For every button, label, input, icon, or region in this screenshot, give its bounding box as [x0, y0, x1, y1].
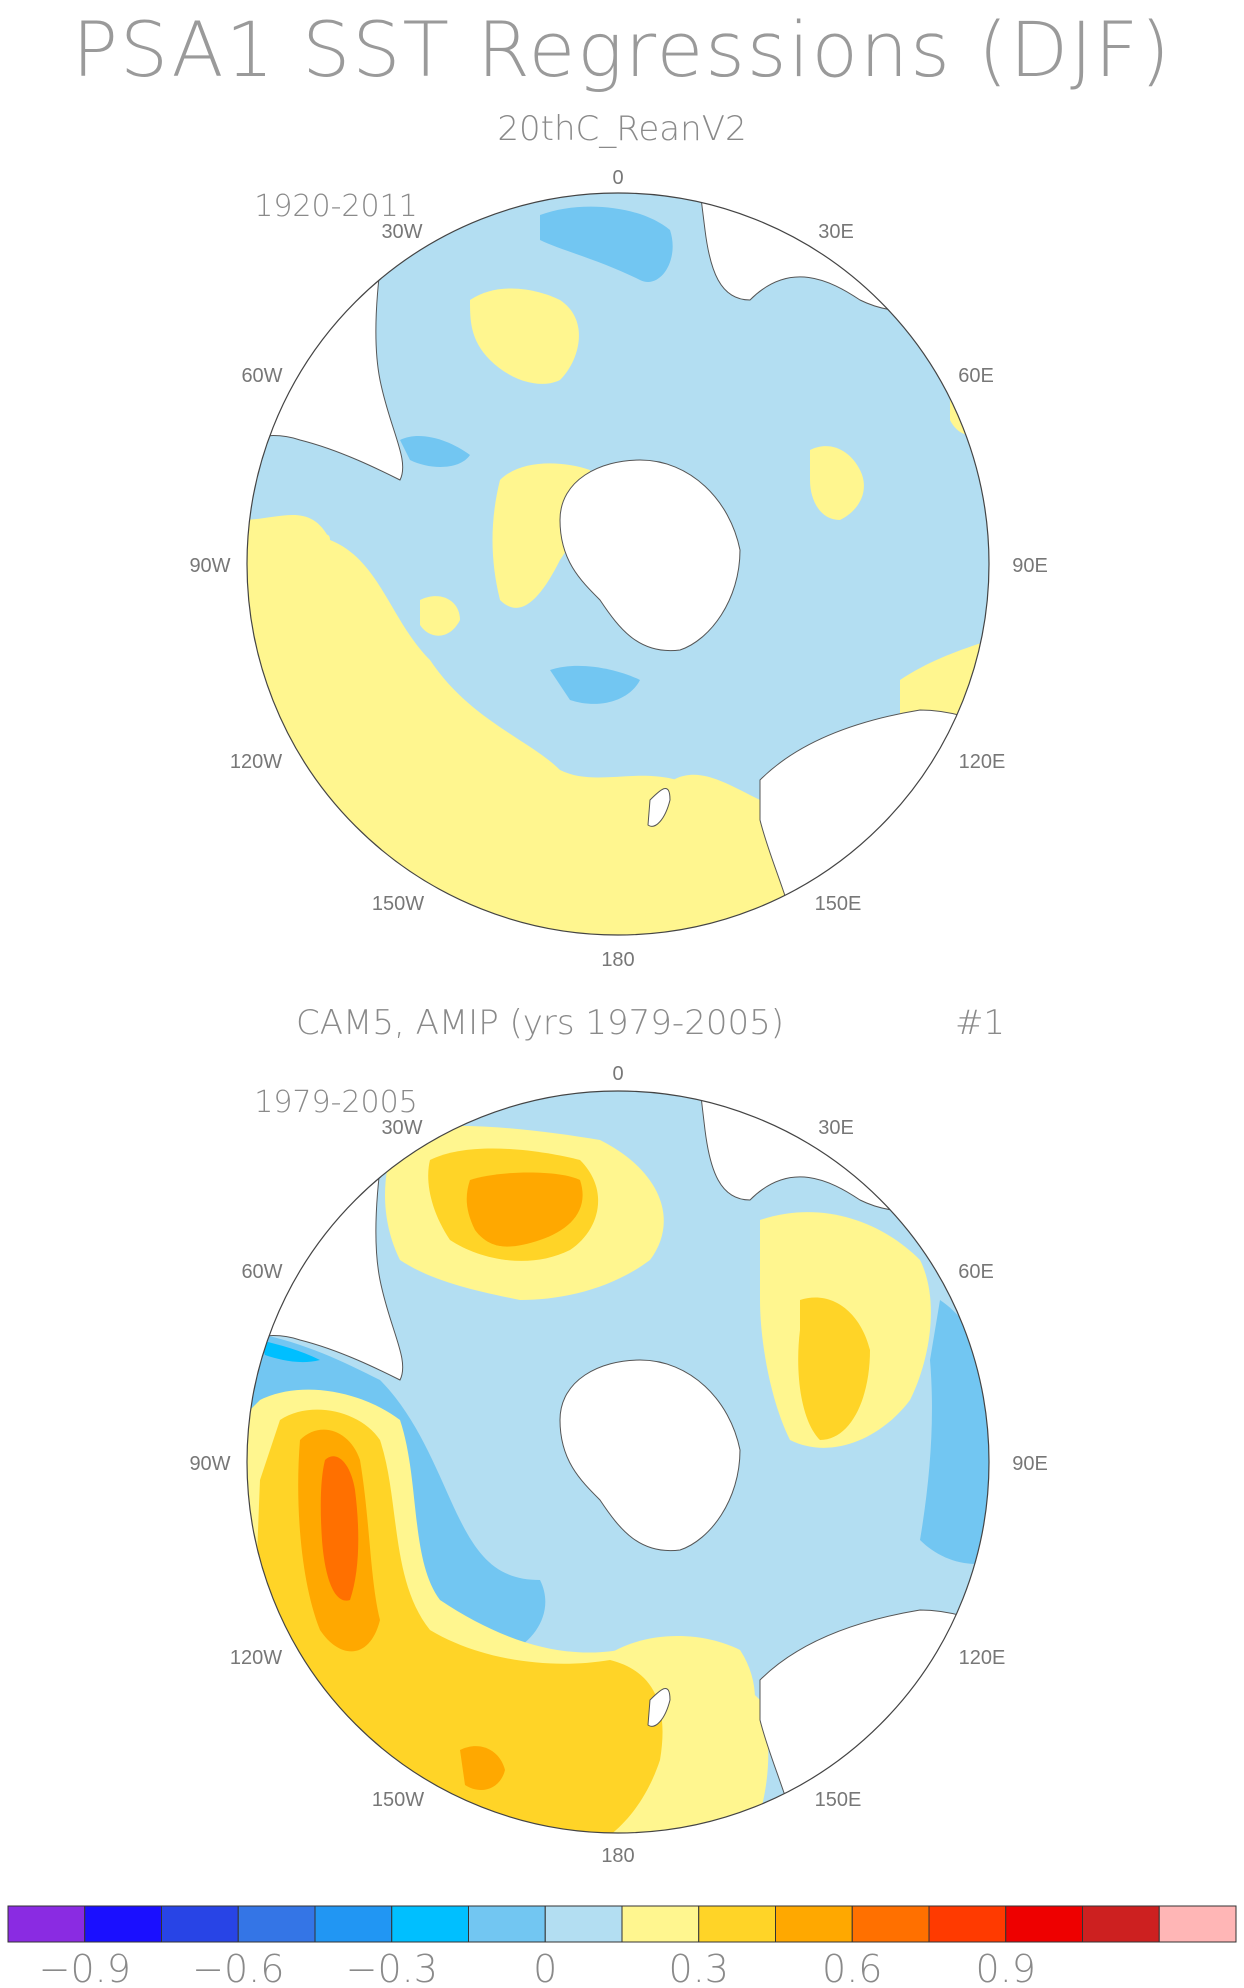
colorbar-swatch	[237, 1905, 316, 1943]
colorbar-swatch	[1082, 1905, 1160, 1943]
colorbar	[7, 1905, 1237, 1943]
lon-label: 90W	[189, 555, 230, 577]
colorbar-tick-label: −0.6	[192, 1947, 284, 1988]
colorbar-swatch	[161, 1905, 239, 1943]
panel-1-map-border	[246, 192, 990, 936]
sst-orange-region	[460, 1746, 505, 1790]
lon-label: 0	[612, 167, 623, 189]
colorbar-swatch	[84, 1905, 162, 1943]
panel-2-period: 1979-2005	[254, 1085, 418, 1120]
lon-label: 180	[601, 1845, 634, 1867]
lon-label: 120W	[230, 751, 282, 773]
colorbar-swatch	[391, 1905, 469, 1943]
sst-positive-region	[420, 596, 460, 636]
panel-2-map	[247, 1091, 989, 1833]
colorbar-swatch	[698, 1905, 776, 1943]
lon-label: 150W	[372, 893, 424, 915]
sst-negative-region	[400, 435, 470, 467]
panel-reanalysis: 20thC_ReanV2 1920-2011	[189, 109, 1047, 971]
panel-cam5: CAM5, AMIP (yrs 1979-2005) #1 1979-2005	[189, 1003, 1047, 1867]
colorbar-tick-label: 0.9	[976, 1947, 1036, 1988]
lon-label: 60W	[241, 365, 282, 387]
panel-1-map	[247, 193, 989, 935]
lon-label: 120W	[230, 1647, 282, 1669]
colorbar-tick-label: 0.3	[669, 1947, 729, 1988]
lon-label: 0	[612, 1063, 623, 1085]
land-africa	[699, 1091, 989, 1212]
lon-label: 180	[601, 949, 634, 971]
colorbar-swatch	[7, 1905, 86, 1943]
colorbar-swatch	[851, 1905, 930, 1943]
colorbar-swatch	[928, 1905, 1007, 1943]
panel-2-map-border	[246, 1090, 990, 1834]
sst-warm-region	[798, 1297, 870, 1440]
land-antarctica	[559, 459, 741, 652]
land-new-zealand	[647, 1688, 671, 1727]
sst-positive-region	[470, 288, 579, 384]
sst-cold-region	[260, 1340, 320, 1363]
land-new-zealand	[647, 788, 671, 827]
sst-negative-region	[550, 665, 640, 704]
lon-label: 30W	[381, 221, 422, 243]
colorbar-tick-labels: −0.9 −0.6 −0.3 0 0.3 0.6 0.9	[39, 1947, 1036, 1988]
lon-label: 30W	[381, 1117, 422, 1139]
sst-negative-region	[540, 206, 673, 282]
colorbar-swatch	[314, 1905, 393, 1943]
lon-label: 60E	[958, 1261, 994, 1283]
colorbar-swatch	[621, 1905, 700, 1943]
panel-2-tag: #1	[955, 1003, 1005, 1043]
panel-2-title: CAM5, AMIP (yrs 1979-2005)	[296, 1003, 784, 1043]
land-antarctica	[559, 1359, 741, 1552]
lon-label: 60E	[958, 365, 994, 387]
colorbar-swatch	[1158, 1905, 1237, 1943]
lon-label: 150E	[815, 1789, 862, 1811]
lon-label: 120E	[959, 751, 1006, 773]
lon-label: 60W	[241, 1261, 282, 1283]
colorbar-tick-label: −0.9	[39, 1947, 131, 1988]
lon-label: 90E	[1012, 555, 1048, 577]
lon-label: 30E	[818, 1117, 854, 1139]
lon-label: 90W	[189, 1453, 230, 1475]
panel-1-title: 20thC_ReanV2	[497, 109, 746, 149]
colorbar-swatch	[544, 1905, 623, 1943]
sst-positive-region	[247, 515, 330, 640]
sst-dark-orange-region	[320, 1456, 359, 1601]
colorbar-tick-label: 0.6	[822, 1947, 882, 1988]
colorbar-tick-label: 0	[533, 1947, 557, 1988]
colorbar-tick-label: −0.3	[346, 1947, 438, 1988]
lon-label: 150E	[815, 893, 862, 915]
panel-1-period: 1920-2011	[254, 189, 418, 224]
sst-positive-region	[810, 446, 864, 520]
lon-label: 30E	[818, 221, 854, 243]
lon-label: 150W	[372, 1789, 424, 1811]
lon-label: 90E	[1012, 1453, 1048, 1475]
land-africa	[699, 193, 989, 312]
sst-orange-region	[466, 1172, 583, 1247]
figure-title: PSA1 SST Regressions (DJF)	[72, 5, 1172, 94]
colorbar-swatch	[468, 1905, 546, 1943]
lon-label: 120E	[959, 1647, 1006, 1669]
colorbar-swatch	[1005, 1905, 1083, 1943]
colorbar-swatch	[775, 1905, 853, 1943]
